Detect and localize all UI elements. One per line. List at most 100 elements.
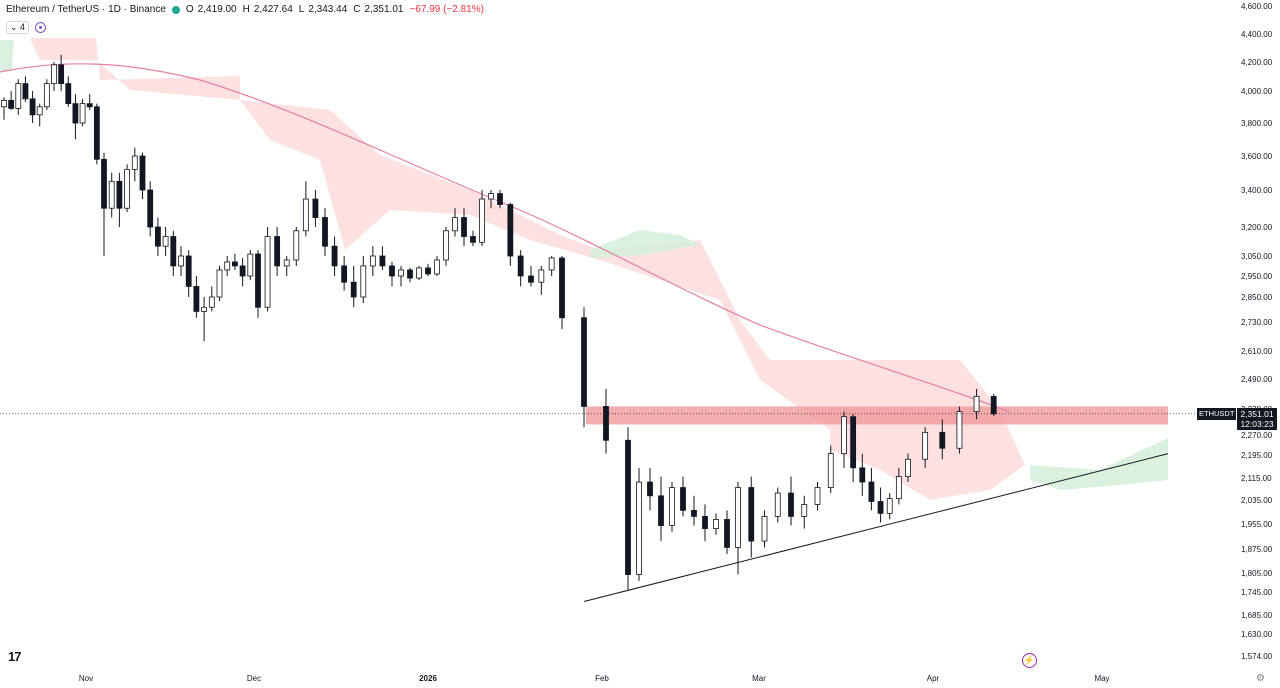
- candle: [774, 487, 781, 523]
- candle: [389, 261, 395, 287]
- candle: [22, 76, 29, 103]
- candle-body-up: [201, 306, 208, 312]
- candle-body-down: [850, 416, 857, 469]
- y-tick-label: 3,800.00: [1241, 119, 1273, 128]
- candle: [193, 276, 200, 318]
- candle: [497, 190, 503, 209]
- candle-body-up: [208, 296, 215, 308]
- open-label: O: [185, 4, 194, 15]
- candle: [274, 227, 281, 276]
- candle: [859, 453, 866, 496]
- candle-body-up: [302, 198, 309, 232]
- candle: [425, 263, 431, 276]
- candle-body-down: [559, 257, 565, 319]
- candle: [379, 246, 386, 270]
- candle-body-up: [895, 476, 902, 499]
- candle: [255, 250, 261, 318]
- candle: [224, 256, 231, 276]
- x-tick-label: Mar: [752, 674, 766, 683]
- candle: [247, 250, 254, 281]
- last-price: 2,351.01: [1240, 409, 1274, 419]
- tradingview-logo-icon[interactable]: 17: [8, 649, 22, 664]
- candle-body-down: [680, 487, 686, 511]
- candle-body-up: [774, 492, 781, 517]
- candle-body-up: [124, 168, 130, 209]
- bullish-cloud: [1030, 438, 1168, 490]
- visibility-icon[interactable]: [35, 22, 47, 33]
- candle-body-up: [79, 103, 86, 124]
- candle: [581, 307, 587, 428]
- y-tick-label: 1,574.00: [1241, 652, 1273, 661]
- y-tick-label: 2,610.00: [1241, 347, 1273, 356]
- candle: [124, 164, 130, 212]
- x-tick-label: Feb: [595, 674, 609, 683]
- candle: [479, 190, 485, 247]
- candle-body-down: [170, 236, 177, 267]
- candle-body-up: [178, 255, 184, 267]
- y-tick-label: 4,600.00: [1241, 2, 1273, 11]
- y-tick-label: 2,195.00: [1241, 451, 1273, 460]
- indicator-count: 4: [20, 22, 26, 32]
- y-tick-label: 1,630.00: [1241, 630, 1273, 639]
- candle: [51, 62, 57, 91]
- candle: [360, 256, 367, 304]
- y-tick-label: 1,685.00: [1241, 611, 1273, 620]
- candle: [170, 230, 177, 276]
- bar-countdown: 12:03:23: [1240, 419, 1274, 429]
- candle-body-up: [216, 269, 223, 298]
- candle-body-down: [647, 481, 653, 497]
- y-tick-label: 1,805.00: [1241, 569, 1273, 578]
- candle-body-up: [922, 431, 929, 460]
- candle-body-down: [407, 269, 413, 279]
- candle: [517, 250, 524, 287]
- candle-body-down: [748, 487, 755, 542]
- candle-body-down: [389, 265, 395, 277]
- candle: [669, 482, 675, 532]
- candle: [868, 467, 875, 511]
- candle: [162, 227, 169, 256]
- y-tick-label: 4,400.00: [1241, 30, 1273, 39]
- ascending-trendline[interactable]: [583, 453, 1169, 602]
- candle-body-down: [185, 255, 192, 287]
- lightning-icon[interactable]: ⚡: [1022, 653, 1037, 668]
- candle: [331, 236, 338, 276]
- candle: [748, 476, 755, 558]
- candle-body-down: [507, 204, 514, 257]
- candle-body-down: [691, 509, 697, 517]
- candle: [116, 172, 123, 227]
- candle-body-down: [724, 519, 730, 548]
- bearish-cloud: [30, 38, 1025, 500]
- indicator-toggle-button[interactable]: ⌄ 4: [6, 21, 30, 34]
- candle: [293, 227, 300, 266]
- candle: [341, 256, 348, 291]
- candle: [29, 91, 36, 123]
- symbol-price-tag: ETHUSDT: [1197, 408, 1237, 420]
- candle: [139, 152, 146, 200]
- candle-body-down: [274, 236, 281, 267]
- y-tick-label: 2,730.00: [1241, 318, 1273, 327]
- candle-body-down: [72, 103, 79, 124]
- y-tick-label: 2,115.00: [1241, 474, 1272, 483]
- candle-body-up: [713, 519, 719, 530]
- candle-body-down: [461, 217, 467, 237]
- candle-body-down: [101, 158, 107, 209]
- gear-icon[interactable]: ⚙: [1256, 673, 1265, 684]
- candle-body-up: [369, 255, 376, 267]
- candle-body-up: [360, 265, 367, 298]
- candle-body-down: [29, 98, 36, 116]
- candle-body-down: [517, 255, 524, 277]
- x-tick-label: Apr: [927, 674, 940, 683]
- y-tick-label: 2,850.00: [1241, 293, 1273, 302]
- candle-body-up: [108, 180, 115, 209]
- candle: [216, 265, 223, 302]
- candle: [724, 510, 730, 555]
- candle: [93, 103, 100, 165]
- candle-body-down: [788, 492, 794, 517]
- high-value: 2,427.64: [253, 4, 293, 15]
- symbol-title[interactable]: Ethereum / TetherUS · 1D · Binance: [6, 4, 166, 15]
- candle-body-down: [877, 501, 884, 514]
- candle: [36, 103, 43, 127]
- candle: [680, 476, 686, 517]
- last-price-tag: 2,351.01 12:03:23: [1237, 408, 1277, 430]
